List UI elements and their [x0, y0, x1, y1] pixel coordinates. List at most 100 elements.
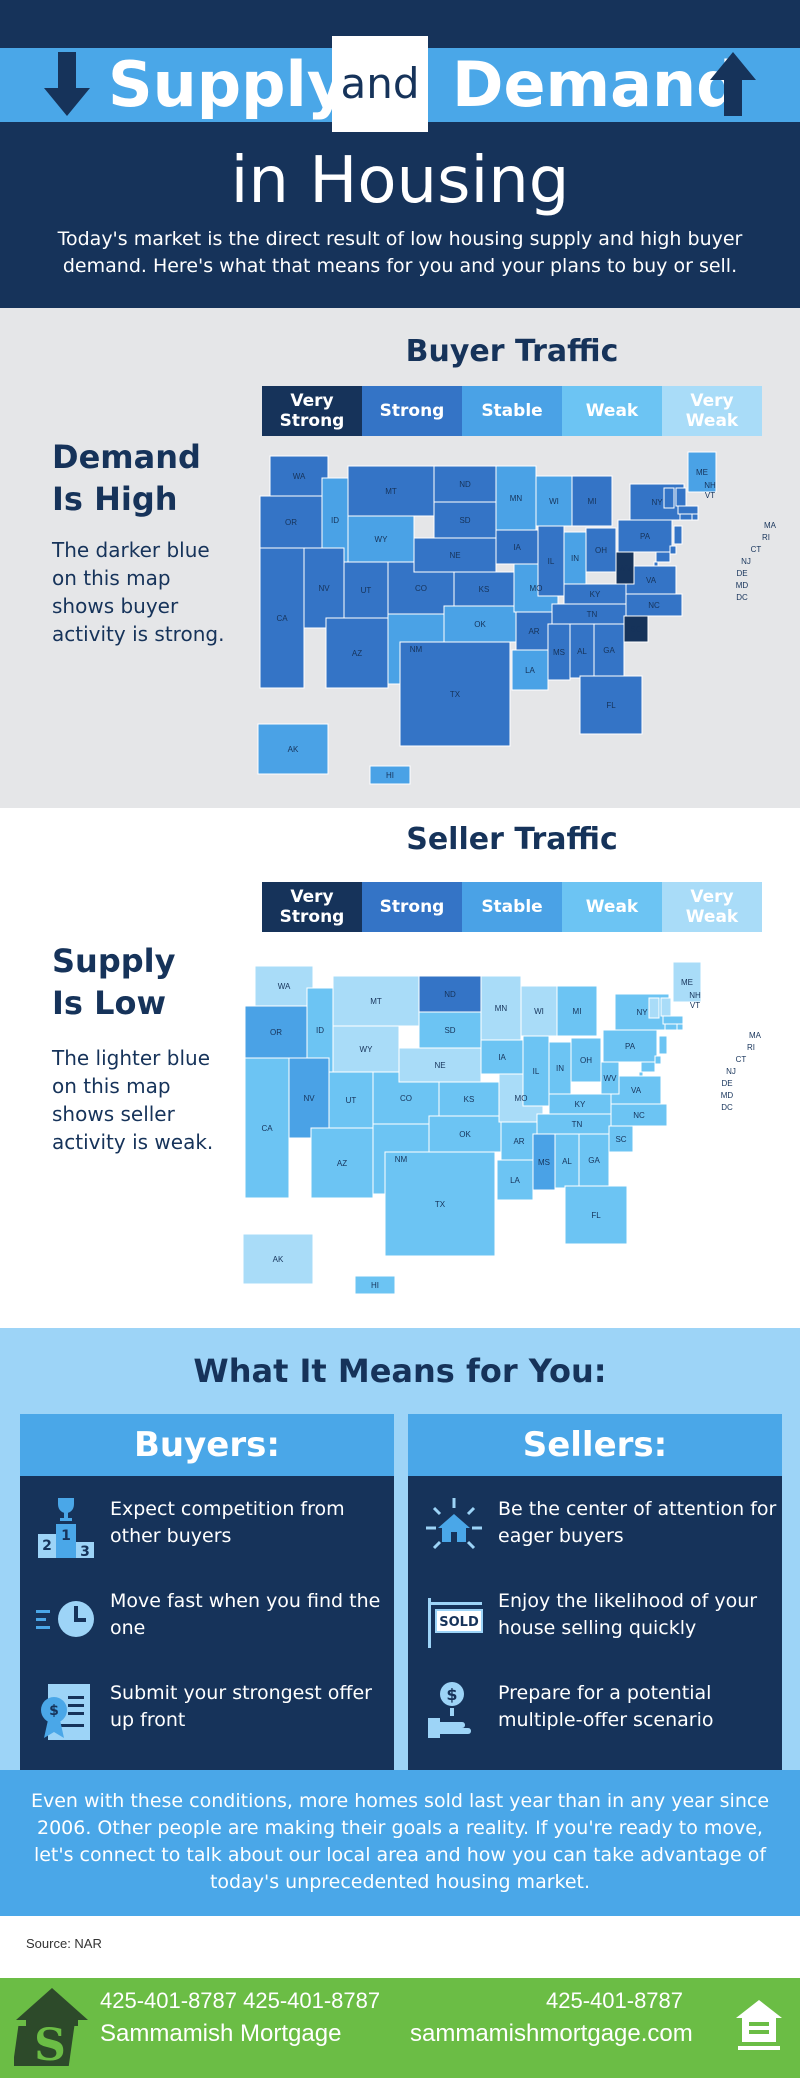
- supply-heading-line1: Supply: [52, 942, 176, 980]
- state-me: [672, 961, 702, 1003]
- state-label-wi: WI: [534, 1007, 544, 1016]
- phone-number-right[interactable]: 425-401-8787: [546, 1988, 684, 2013]
- state-me: [687, 451, 717, 493]
- state-label-va: VA: [631, 1086, 642, 1095]
- state-tx: [399, 641, 511, 747]
- state-label-co: CO: [415, 584, 427, 593]
- state-ct: [679, 513, 693, 521]
- state-label-sd: SD: [444, 1026, 455, 1035]
- podium-second: 2: [42, 1538, 52, 1554]
- podium-first: 1: [61, 1528, 71, 1544]
- sellers-item: SOLD Enjoy the likelihood of your house …: [408, 1586, 782, 1656]
- supply-heading: Supply Is Low: [52, 940, 175, 1024]
- buyer-legend: Very Strong Strong Stable Weak Very Weak: [262, 386, 762, 436]
- state-sd: [433, 501, 497, 539]
- podium-icon: 1 2 3: [38, 1498, 94, 1560]
- state-label-dc: DC: [736, 593, 748, 602]
- state-dc: [653, 561, 659, 567]
- state-label-in: IN: [571, 554, 579, 563]
- state-label-ks: KS: [464, 1095, 475, 1104]
- state-il: [522, 1035, 550, 1107]
- state-ma: [677, 505, 699, 515]
- state-wy: [332, 1025, 400, 1073]
- state-label-nm: NM: [410, 645, 423, 654]
- phone-numbers[interactable]: 425-401-8787 425-401-8787: [100, 1988, 381, 2013]
- sellers-heading: Sellers:: [408, 1414, 782, 1476]
- state-nv: [303, 547, 345, 629]
- state-label-wy: WY: [375, 535, 389, 544]
- state-md: [655, 551, 671, 563]
- state-label-md: MD: [721, 1091, 734, 1100]
- state-label-id: ID: [331, 516, 339, 525]
- state-wa: [254, 965, 314, 1007]
- state-nj: [673, 525, 683, 545]
- state-label-az: AZ: [337, 1159, 347, 1168]
- legend-very-weak: Very Weak: [662, 386, 762, 436]
- state-label-tx: TX: [450, 690, 461, 699]
- state-ak: [257, 723, 329, 775]
- state-de: [654, 1055, 662, 1065]
- state-mn: [480, 975, 522, 1041]
- state-fl: [579, 675, 643, 735]
- state-label-ms: MS: [553, 648, 565, 657]
- state-mt: [347, 465, 435, 517]
- state-label-mn: MN: [495, 1004, 508, 1013]
- state-label-ok: OK: [459, 1130, 471, 1139]
- state-label-ri: RI: [747, 1043, 755, 1052]
- header: Supply and Demand in Housing Today's mar…: [0, 0, 800, 308]
- state-label-wi: WI: [549, 497, 559, 506]
- conclusion-text: Even with these conditions, more homes s…: [30, 1790, 770, 1893]
- state-label-ar: AR: [528, 627, 539, 636]
- down-arrow-icon: [44, 52, 90, 116]
- state-label-dc: DC: [721, 1103, 733, 1112]
- state-tx: [384, 1151, 496, 1257]
- buyers-column: Buyers: 1 2 3 Expect competition from ot…: [20, 1414, 394, 1772]
- state-label-oh: OH: [580, 1056, 592, 1065]
- state-vt: [648, 997, 660, 1019]
- up-arrow-icon: [710, 52, 756, 116]
- website-link[interactable]: sammamishmortgage.com: [410, 2020, 693, 2047]
- state-al: [569, 623, 595, 679]
- equal-housing-icon: [736, 2000, 782, 2050]
- state-label-nj: NJ: [726, 1067, 736, 1076]
- sellers-item-text: Be the center of attention for eager buy…: [498, 1498, 777, 1547]
- state-ga: [578, 1133, 610, 1187]
- supply-text: The lighter blue on this map shows selle…: [52, 1046, 214, 1154]
- what-it-means-title: What It Means for You:: [193, 1352, 607, 1390]
- state-label-tn: TN: [572, 1120, 583, 1129]
- sellers-item-text: Enjoy the likelihood of your house selli…: [498, 1590, 758, 1639]
- title-in-housing: in Housing: [230, 144, 570, 218]
- seller-traffic-title: Seller Traffic: [406, 822, 618, 857]
- state-az: [325, 617, 389, 689]
- state-label-ks: KS: [479, 585, 490, 594]
- state-label-mn: MN: [510, 494, 523, 503]
- state-label-ut: UT: [361, 586, 372, 595]
- state-label-or: OR: [285, 518, 297, 527]
- buyer-traffic-title: Buyer Traffic: [405, 334, 619, 369]
- sellers-column: Sellers: Be the center of attention for …: [408, 1414, 782, 1772]
- state-dc: [638, 1071, 644, 1077]
- state-ri: [691, 513, 699, 521]
- svg-text:$: $: [446, 1685, 457, 1704]
- title-supply: Supply: [108, 48, 348, 121]
- state-label-nc: NC: [633, 1111, 645, 1120]
- state-label-ny: NY: [651, 498, 663, 507]
- state-hi: [354, 1275, 396, 1295]
- buyers-heading: Buyers:: [20, 1414, 394, 1476]
- state-label-fl: FL: [606, 701, 616, 710]
- state-ks: [438, 1081, 500, 1117]
- source-text: Source: NAR: [26, 1936, 102, 1951]
- state-label-in: IN: [556, 1064, 564, 1073]
- state-ne: [398, 1047, 482, 1083]
- demand-heading-line1: Demand: [52, 438, 201, 476]
- legend-very-strong: Very Strong: [262, 882, 362, 932]
- state-label-fl: FL: [591, 1211, 601, 1220]
- state-label-nv: NV: [318, 584, 330, 593]
- state-label-mo: MO: [515, 1094, 528, 1103]
- state-label-tn: TN: [587, 610, 598, 619]
- state-label-ca: CA: [261, 1124, 273, 1133]
- state-label-ga: GA: [603, 646, 615, 655]
- state-label-wv: WV: [619, 564, 633, 573]
- state-label-la: LA: [525, 666, 535, 675]
- state-label-id: ID: [316, 1026, 324, 1035]
